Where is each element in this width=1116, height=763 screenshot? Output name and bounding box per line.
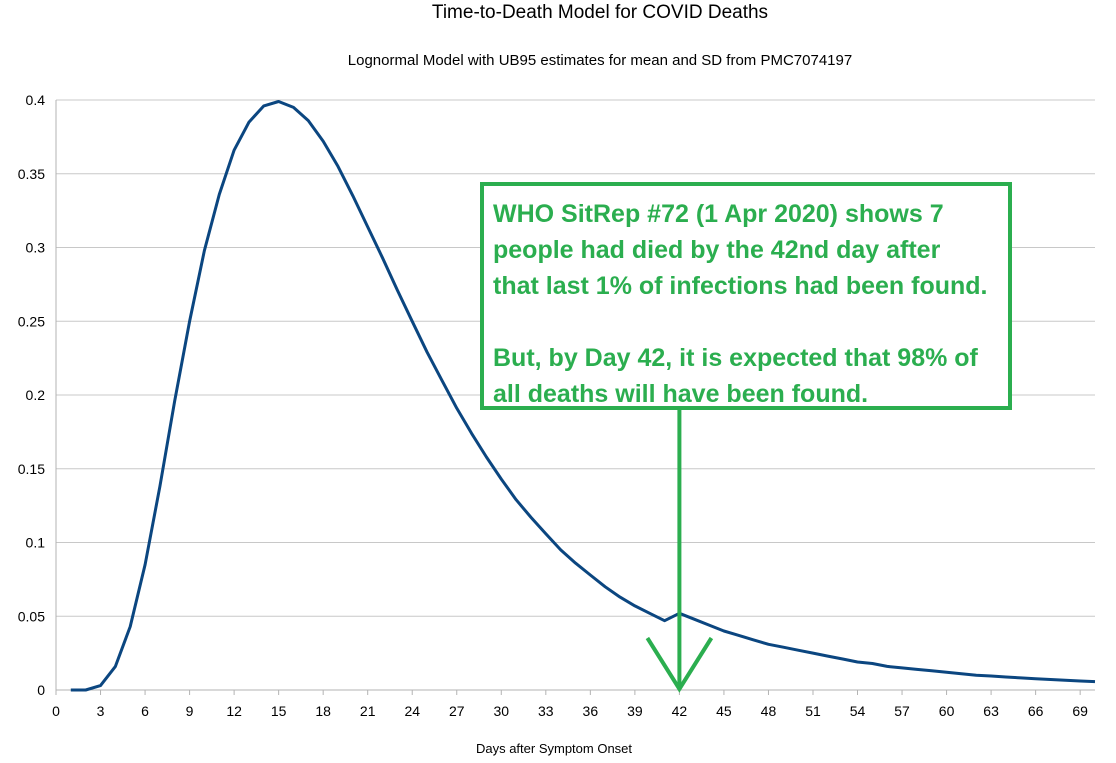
x-tick-label-13: 39 (627, 703, 643, 719)
x-tick-label-1: 3 (97, 703, 105, 719)
x-tick-label-22: 66 (1028, 703, 1044, 719)
annotation-line-4: But, by Day 42, it is expected that 98% … (493, 344, 979, 372)
x-tick-label-21: 63 (983, 703, 999, 719)
x-tick-label-18: 54 (850, 703, 866, 719)
x-tick-label-3: 9 (186, 703, 194, 719)
annotation-line-2: that last 1% of infections had been foun… (493, 272, 987, 300)
x-tick-label-14: 42 (672, 703, 688, 719)
x-tick-label-5: 15 (271, 703, 287, 719)
y-tick-label-0: 0 (37, 682, 45, 698)
y-tick-label-4: 0.2 (26, 387, 46, 403)
annotation-line-1: people had died by the 42nd day after (493, 236, 941, 264)
x-tick-label-23: 69 (1072, 703, 1088, 719)
annotation-line-0: WHO SitRep #72 (1 Apr 2020) shows 7 (493, 200, 944, 228)
y-tick-label-3: 0.15 (18, 461, 45, 477)
annotation: WHO SitRep #72 (1 Apr 2020) shows 7 peopl… (480, 182, 1012, 693)
y-axis: 0 0.05 0.1 0.15 0.2 0.25 0.3 0.35 0.4 (18, 92, 45, 698)
y-tick-label-8: 0.4 (26, 92, 46, 108)
series-group (70, 100, 1096, 692)
chart-title: Time-to-Death Model for COVID Deaths (432, 2, 768, 23)
x-tick-label-8: 24 (404, 703, 420, 719)
x-tick-label-0: 0 (52, 703, 60, 719)
chart-subtitle: Lognormal Model with UB95 estimates for … (348, 52, 852, 69)
x-tick-label-11: 33 (538, 703, 554, 719)
x-tick-label-16: 48 (761, 703, 777, 719)
x-axis: 0 3 6 9 12 15 18 21 24 27 30 33 36 39 42 45 48 51 54 57 60 63… (52, 690, 1088, 719)
annotation-box (480, 182, 1012, 410)
y-tick-label-6: 0.3 (26, 240, 46, 256)
x-axis-label: Days after Symptom Onset (476, 741, 632, 756)
annotation-line-5: all deaths will have been found. (493, 380, 868, 408)
x-tick-label-12: 36 (583, 703, 599, 719)
series-line-0 (70, 100, 1096, 692)
annotation-text: WHO SitRep #72 (1 Apr 2020) shows 7 peopl… (493, 200, 987, 408)
x-tick-label-19: 57 (894, 703, 910, 719)
x-tick-label-17: 51 (805, 703, 821, 719)
x-tick-label-15: 45 (716, 703, 732, 719)
annotation-arrow-head (645, 636, 714, 693)
x-tick-label-20: 60 (939, 703, 955, 719)
x-tick-label-9: 27 (449, 703, 465, 719)
y-tick-label-2: 0.1 (26, 535, 46, 551)
x-tick-label-6: 18 (315, 703, 331, 719)
y-tick-label-5: 0.25 (18, 313, 45, 329)
x-tick-label-2: 6 (141, 703, 149, 719)
x-tick-label-4: 12 (226, 703, 242, 719)
x-tick-label-10: 30 (493, 703, 509, 719)
y-tick-label-7: 0.35 (18, 166, 45, 182)
x-tick-label-7: 21 (360, 703, 376, 719)
y-tick-label-1: 0.05 (18, 608, 45, 624)
